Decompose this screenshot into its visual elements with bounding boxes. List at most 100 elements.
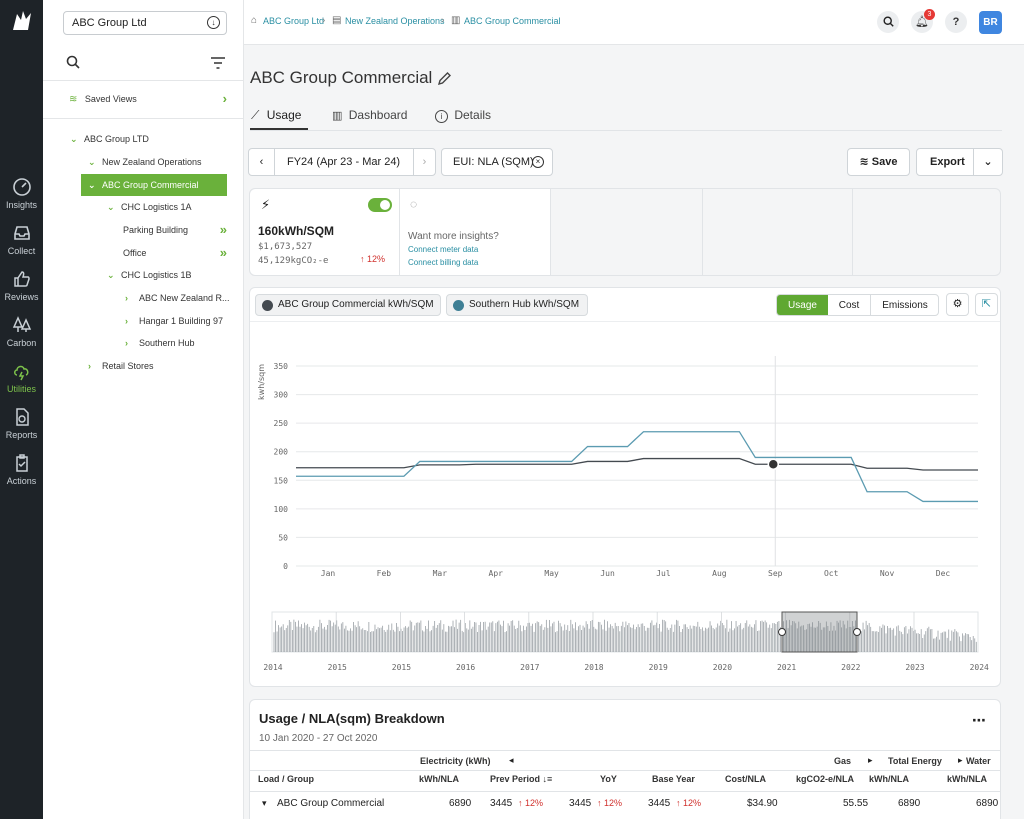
tree-node[interactable]: ⌄ CHC Logistics 1B <box>107 265 192 285</box>
rail-label: Utilities <box>6 384 36 394</box>
rail-reviews[interactable]: Reviews <box>0 269 43 302</box>
col-header-load[interactable]: Load / Group <box>258 774 314 784</box>
breadcrumb-item[interactable]: ABC Group Commercial <box>464 16 561 26</box>
tree-node[interactable]: › Retail Stores <box>88 356 154 376</box>
col-header-prev[interactable]: Prev Period ↓≡ <box>490 774 553 784</box>
eui-filter-chip[interactable]: EUI: NLA (SQM) × <box>441 148 553 176</box>
chevron-down-icon: ⌄ <box>107 270 115 280</box>
help-button[interactable]: ? <box>945 11 967 33</box>
breadcrumb-item[interactable]: New Zealand Operations <box>345 16 445 26</box>
rail-reports[interactable]: Reports <box>0 407 43 440</box>
sliders-icon: ⚙︎ <box>952 298 963 310</box>
filter-icon[interactable] <box>211 57 225 72</box>
navigator-year-label: 2015 <box>328 663 347 672</box>
rail-label: Insights <box>5 200 38 210</box>
caret-right-icon[interactable]: ▸ <box>868 755 873 765</box>
tree-node-selected[interactable]: ⌄ ABC Group Commercial <box>81 174 227 196</box>
tree-node[interactable]: › Hangar 1 Building 97 <box>125 311 223 331</box>
col-header-base[interactable]: Base Year <box>652 774 695 784</box>
divider <box>250 770 1000 771</box>
y-axis-label: kwh/sqm <box>257 364 266 400</box>
rail-utilities[interactable]: Utilities <box>0 361 43 394</box>
connect-billing-link[interactable]: Connect billing data <box>408 258 479 267</box>
tree-node[interactable]: Parking Building » <box>123 220 227 240</box>
chart-export-button[interactable]: ⇱ <box>975 293 998 316</box>
close-circle-icon[interactable]: × <box>532 156 544 168</box>
navigator-sparkline <box>273 619 977 652</box>
legend-item[interactable]: Southern Hub kWh/SQM <box>446 294 588 316</box>
caret-right-icon[interactable]: ▸ <box>958 755 963 765</box>
notifications-button[interactable]: 🔔︎ 3 <box>911 9 935 33</box>
rail-insights[interactable]: Insights <box>0 177 43 210</box>
col-header-yoy[interactable]: YoY <box>600 774 617 784</box>
sort-icon: ↓≡ <box>542 774 553 784</box>
group-header-gas: Gas <box>834 756 852 766</box>
tree-node[interactable]: ⌄ ABC Group LTD <box>70 129 149 149</box>
mode-cost[interactable]: Cost <box>828 295 871 315</box>
period-picker[interactable]: ‹ FY24 (Apr 23 - Mar 24) › <box>248 148 436 176</box>
caret-left-icon[interactable]: ◂ <box>509 755 514 765</box>
rail-actions[interactable]: Actions <box>0 453 43 486</box>
hover-point <box>767 458 780 471</box>
cell-cost: $34.90 <box>747 798 778 809</box>
caret-down-icon[interactable]: ▾ <box>262 798 267 808</box>
connect-meter-link[interactable]: Connect meter data <box>408 245 479 254</box>
avatar[interactable]: BR <box>979 11 1002 34</box>
tree-node[interactable]: Office » <box>123 243 227 263</box>
col-header-cost[interactable]: Cost/NLA <box>725 774 766 784</box>
chevron-left-icon[interactable]: ‹ <box>249 149 275 175</box>
chevron-right-icon[interactable]: › <box>413 149 435 175</box>
gauge-icon <box>12 178 31 196</box>
x-tick-label: Jul <box>656 569 671 578</box>
search-icon[interactable] <box>66 55 80 72</box>
double-chevron-right-icon: » <box>219 245 227 260</box>
logo-icon[interactable] <box>9 8 35 34</box>
col-header-kwh[interactable]: kWh/NLA <box>419 774 459 784</box>
mode-usage[interactable]: Usage <box>777 295 828 315</box>
chevron-right-icon: › <box>222 91 227 106</box>
x-tick-label: Aug <box>712 569 727 578</box>
legend-item[interactable]: ABC Group Commercial kWh/SQM <box>255 294 441 316</box>
thumbs-up-icon <box>13 271 30 287</box>
kpi-strip: ⚡︎ 160kWh/SQM $1,673,527 45,129kgCO₂-e ↑… <box>249 188 1001 276</box>
tab-label: Details <box>454 108 492 122</box>
tab-usage[interactable]: ⟋ Usage <box>251 108 301 123</box>
chevron-down-icon[interactable]: ⌄ <box>973 149 1002 175</box>
tree-node[interactable]: ⌄ New Zealand Operations <box>88 152 202 172</box>
usage-chart[interactable]: kwh/sqm 0 50 100 150 200 250 300 350 Jan Feb Mar Apr… <box>250 322 1000 686</box>
tab-details[interactable]: i Details <box>435 108 491 123</box>
pencil-icon[interactable] <box>437 71 452 86</box>
global-search-button[interactable] <box>877 11 899 33</box>
tree-node[interactable]: › ABC New Zealand R... <box>125 288 230 308</box>
cell-base: 3445 <box>648 798 671 809</box>
export-label: Export <box>930 156 965 168</box>
series-line-1 <box>296 431 978 503</box>
breadcrumb-item[interactable]: ABC Group Ltd <box>263 16 325 26</box>
kpi-toggle[interactable] <box>368 198 392 212</box>
tab-dashboard[interactable]: ▥ Dashboard <box>332 108 407 122</box>
cell-yoy-change: ↑ 12% <box>597 798 623 808</box>
saved-views[interactable]: ≋ Saved Views › <box>69 89 227 109</box>
page-title: ABC Group Commercial <box>250 68 433 87</box>
org-select[interactable]: ABC Group Ltd ↓ <box>63 11 227 35</box>
navigator-handle-right <box>853 628 861 636</box>
divider <box>43 80 243 81</box>
col-header-total-kwh[interactable]: kWh/NLA <box>869 774 909 784</box>
rail-collect[interactable]: Collect <box>0 223 43 256</box>
rail-label: Carbon <box>6 338 37 348</box>
col-header-co2[interactable]: kgCO2-e/NLA <box>796 774 855 784</box>
tree-node[interactable]: ⌄ CHC Logistics 1A <box>107 197 192 217</box>
rail-carbon[interactable]: Carbon <box>0 315 43 348</box>
x-tick-label: Jan <box>321 569 336 578</box>
export-button[interactable]: Export ⌄ <box>916 148 1003 176</box>
save-button[interactable]: ≋ Save <box>847 148 910 176</box>
tree-node[interactable]: › Southern Hub <box>125 333 195 353</box>
mode-emissions[interactable]: Emissions <box>882 300 928 311</box>
more-options-icon[interactable]: ⋯ <box>972 712 986 728</box>
tree-node-label: Southern Hub <box>139 338 195 348</box>
cell-prev-change: ↑ 12% <box>518 798 544 808</box>
col-header-water-kwh[interactable]: kWh/NLA <box>947 774 987 784</box>
file-export-icon: ⇱ <box>981 298 992 310</box>
chart-settings-button[interactable]: ⚙︎ <box>946 293 969 316</box>
report-icon <box>15 408 29 426</box>
